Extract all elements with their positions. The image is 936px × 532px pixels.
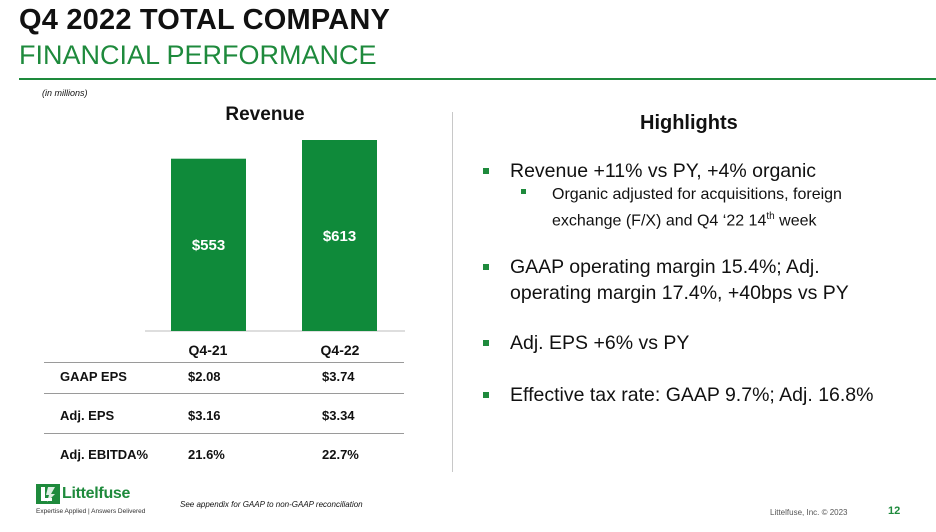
- highlight-item: Effective tax rate: GAAP 9.7%; Adj. 16.8…: [510, 384, 874, 406]
- data-label-q4-21: $553: [192, 237, 225, 254]
- table-row-label: GAAP EPS: [60, 369, 127, 384]
- highlight-item: Revenue +11% vs PY, +4% organic: [510, 160, 817, 182]
- units-note: (in millions): [42, 88, 88, 98]
- bullet-icon: [483, 392, 489, 398]
- copyright: Littelfuse, Inc. © 2023: [770, 508, 848, 517]
- highlight-subitem-line: Organic adjusted for acquisitions, forei…: [552, 186, 842, 203]
- page-subtitle: FINANCIAL PERFORMANCE: [19, 40, 377, 70]
- page-number: 12: [888, 505, 901, 517]
- brand-name: Littelfuse: [62, 485, 131, 502]
- column-divider: [452, 112, 453, 472]
- brand-tagline: Expertise Applied | Answers Delivered: [36, 508, 146, 515]
- table-cell: $2.08: [188, 369, 221, 384]
- table-divider: [44, 433, 404, 434]
- table-cell: $3.74: [322, 369, 355, 384]
- highlights-title: Highlights: [640, 112, 738, 134]
- footnote: See appendix for GAAP to non-GAAP reconc…: [180, 500, 363, 509]
- table-cell: 22.7%: [322, 447, 359, 462]
- table-divider: [44, 393, 404, 394]
- bar-q4-21: [171, 158, 246, 331]
- bullet-icon: [483, 264, 489, 270]
- bullet-icon: [483, 340, 489, 346]
- table-divider: [44, 362, 404, 363]
- highlight-item: Adj. EPS +6% vs PY: [510, 332, 690, 354]
- bullet-icon: [521, 189, 526, 194]
- page-title: Q4 2022 TOTAL COMPANY: [19, 4, 391, 36]
- bullet-icon: [483, 168, 489, 174]
- table-cell: $3.34: [322, 408, 355, 423]
- bar-q4-22: [302, 140, 377, 331]
- highlight-item-line: GAAP operating margin 15.4%; Adj.: [510, 256, 820, 278]
- table-row-label: Adj. EBITDA%: [60, 447, 149, 462]
- table-cell: $3.16: [188, 408, 221, 423]
- table-row-label: Adj. EPS: [60, 408, 115, 423]
- category-label-q4-22: Q4-22: [320, 342, 360, 358]
- data-label-q4-22: $613: [323, 228, 356, 245]
- highlight-item-line: operating margin 17.4%, +40bps vs PY: [510, 282, 849, 304]
- category-label-q4-21: Q4-21: [188, 342, 228, 358]
- littelfuse-logo-icon: [36, 484, 60, 504]
- highlight-subitem-line: exchange (F/X) and Q4 ‘22 14th week: [552, 211, 817, 230]
- revenue-chart: $553 $613: [145, 140, 405, 332]
- title-rule: [19, 78, 936, 80]
- chart-title: Revenue: [225, 104, 305, 125]
- table-cell: 21.6%: [188, 447, 225, 462]
